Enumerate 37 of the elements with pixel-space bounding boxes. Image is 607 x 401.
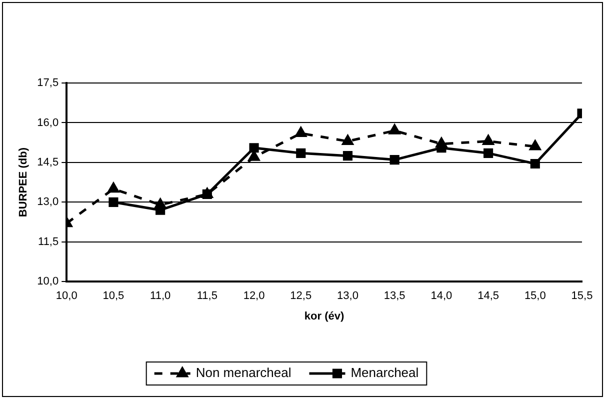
point xyxy=(154,198,166,209)
x-tick-label: 14,5 xyxy=(478,290,500,302)
x-tick-label: 10,5 xyxy=(102,290,124,302)
y-tick-label: 16,0 xyxy=(37,116,59,129)
point xyxy=(390,155,400,165)
y-tick-label: 10,0 xyxy=(37,276,59,288)
x-tick-label: 15,5 xyxy=(571,290,593,302)
legend-label: Menarcheal xyxy=(350,365,419,380)
y-axis-title: BURPEE (db) xyxy=(18,147,30,218)
y-tick-label: 13,0 xyxy=(37,196,59,208)
y-tick-label: 11,5 xyxy=(38,236,59,248)
point xyxy=(436,138,448,148)
point xyxy=(530,158,540,169)
x-tick-label: 13,5 xyxy=(384,290,406,302)
point xyxy=(108,182,120,193)
x-tick-label: 12,0 xyxy=(243,290,265,302)
point xyxy=(249,143,259,153)
x-tick-label: 11,5 xyxy=(196,290,218,302)
x-tick-label: 12,5 xyxy=(290,290,312,302)
x-axis-title: kor (év) xyxy=(304,310,344,322)
y-tick-label: 14,5 xyxy=(37,156,59,168)
point xyxy=(342,135,354,146)
x-tick-label: 13,0 xyxy=(337,290,358,302)
x-tick-label: 10,0 xyxy=(56,290,78,302)
point xyxy=(296,148,306,158)
x-tick-label: 15,0 xyxy=(524,290,546,302)
x-tick-label: 14,0 xyxy=(430,290,452,302)
y-tick-label: 17,5 xyxy=(37,77,59,90)
point xyxy=(389,124,400,134)
point xyxy=(482,135,494,146)
point xyxy=(342,151,353,161)
point xyxy=(484,148,494,158)
point xyxy=(530,140,541,150)
point xyxy=(108,197,118,207)
point xyxy=(295,127,306,138)
legend-label: Non menarcheal xyxy=(196,365,292,380)
x-tick-label: 11,0 xyxy=(150,290,171,302)
